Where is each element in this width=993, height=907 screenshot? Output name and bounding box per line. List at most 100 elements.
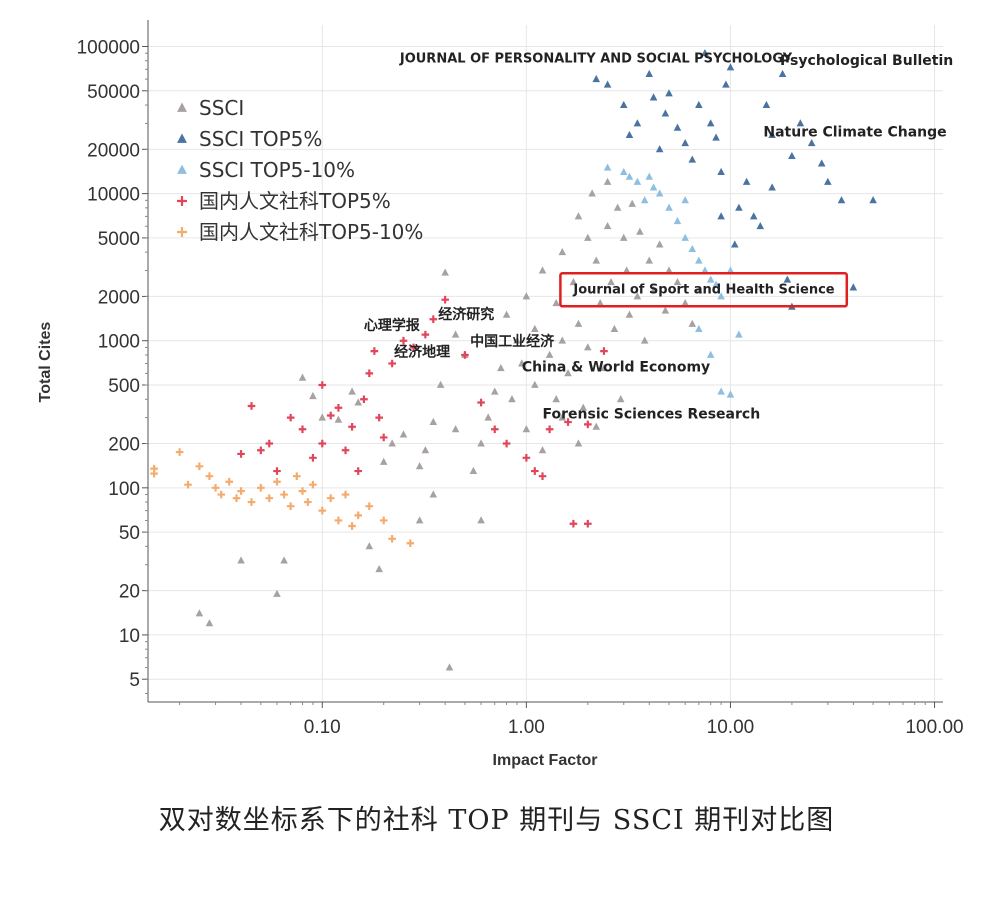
data-point <box>645 172 654 180</box>
data-point <box>695 256 703 264</box>
data-point <box>869 196 877 204</box>
data-point <box>365 369 374 378</box>
data-point <box>673 277 682 286</box>
data-point <box>309 453 317 462</box>
data-point <box>388 535 396 543</box>
data-point <box>292 472 301 480</box>
data-point <box>742 177 751 185</box>
data-point <box>513 336 521 344</box>
data-point <box>280 556 288 564</box>
legend-label: SSCI TOP5-10% <box>199 158 355 182</box>
y-tick-label: 50000 <box>87 82 140 103</box>
data-point <box>584 233 592 241</box>
y-tick-label: 5000 <box>98 229 140 250</box>
data-point <box>783 275 792 283</box>
data-point <box>477 398 485 407</box>
data-point <box>341 446 350 455</box>
legend-marker <box>177 133 187 143</box>
data-point <box>490 387 499 395</box>
data-point <box>796 119 805 127</box>
data-point <box>195 609 204 617</box>
data-point <box>415 462 424 470</box>
data-point <box>370 347 379 355</box>
data-point <box>717 212 725 220</box>
legend: SSCI SSCI TOP5% SSCI TOP5-10% 国内人文社科TOP5% 国内… <box>177 96 423 244</box>
data-point <box>309 391 317 400</box>
data-point <box>461 351 469 359</box>
data-point <box>619 233 628 241</box>
data-point <box>701 266 709 274</box>
data-point <box>273 589 281 597</box>
data-point <box>584 343 592 351</box>
data-point <box>175 448 184 456</box>
data-point <box>538 446 547 454</box>
data-point <box>365 502 374 510</box>
y-tick-label: 10000 <box>87 185 140 206</box>
data-point <box>717 292 725 300</box>
data-point <box>731 240 739 248</box>
x-tick-label: 1.00 <box>508 717 545 738</box>
data-point <box>388 439 396 447</box>
data-point <box>603 222 612 230</box>
annotation-label: 经济研究 <box>438 306 494 323</box>
data-point <box>502 310 511 318</box>
data-point <box>477 516 485 524</box>
data-point <box>569 277 578 286</box>
data-point <box>640 196 649 204</box>
data-point <box>379 457 388 465</box>
data-point <box>640 336 649 344</box>
data-point <box>388 359 396 368</box>
data-point <box>545 350 554 358</box>
data-point <box>600 364 608 372</box>
data-point <box>625 310 634 318</box>
legend-marker <box>177 164 187 174</box>
data-point <box>603 163 612 171</box>
data-point <box>706 350 715 358</box>
series-4 <box>150 448 415 548</box>
data-point <box>574 212 583 220</box>
data-point <box>477 439 485 447</box>
legend-label: SSCI <box>199 96 244 120</box>
y-tick-label: 200 <box>108 435 140 456</box>
data-point <box>247 498 256 506</box>
legend-label: SSCI TOP5% <box>199 127 322 151</box>
data-point <box>726 390 735 398</box>
data-point <box>564 369 572 377</box>
data-points <box>150 49 877 671</box>
data-point <box>286 413 295 422</box>
data-point <box>569 519 578 528</box>
data-point <box>625 130 634 139</box>
data-point <box>318 439 327 448</box>
data-point <box>184 480 192 489</box>
y-tick-label: 100 <box>108 479 140 500</box>
data-point <box>211 484 220 492</box>
data-point <box>613 203 622 211</box>
data-point <box>522 453 531 462</box>
grid-lines <box>148 25 943 702</box>
data-point <box>695 324 703 333</box>
data-point <box>399 430 408 438</box>
data-point <box>681 233 689 241</box>
annotation-label: 经济地理 <box>394 344 450 361</box>
legend-label: 国内人文社科TOP5% <box>199 189 391 213</box>
data-point <box>354 467 363 475</box>
data-point <box>421 446 430 454</box>
annotation-label: Nature Climate Change <box>763 124 946 140</box>
data-point <box>695 100 703 108</box>
series-3 <box>237 295 608 528</box>
data-point <box>688 319 697 327</box>
data-point <box>326 411 335 420</box>
data-point <box>265 494 274 503</box>
data-point <box>531 467 539 475</box>
data-point <box>497 364 505 372</box>
data-point <box>298 373 307 381</box>
data-point <box>681 139 689 147</box>
data-point <box>415 516 424 524</box>
data-point <box>807 139 816 147</box>
data-point <box>217 490 226 499</box>
data-point <box>522 425 531 433</box>
data-point <box>558 336 567 344</box>
data-point <box>762 100 771 108</box>
y-axis-label: Total Cites <box>37 322 54 403</box>
data-point <box>334 516 343 525</box>
